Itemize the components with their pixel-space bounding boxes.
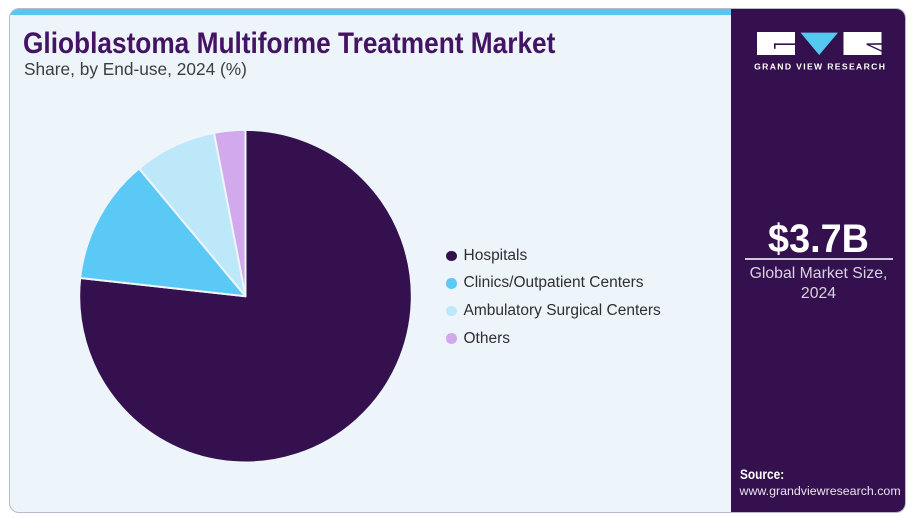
svg-text:GRAND VIEW RESEARCH: GRAND VIEW RESEARCH	[754, 62, 886, 72]
